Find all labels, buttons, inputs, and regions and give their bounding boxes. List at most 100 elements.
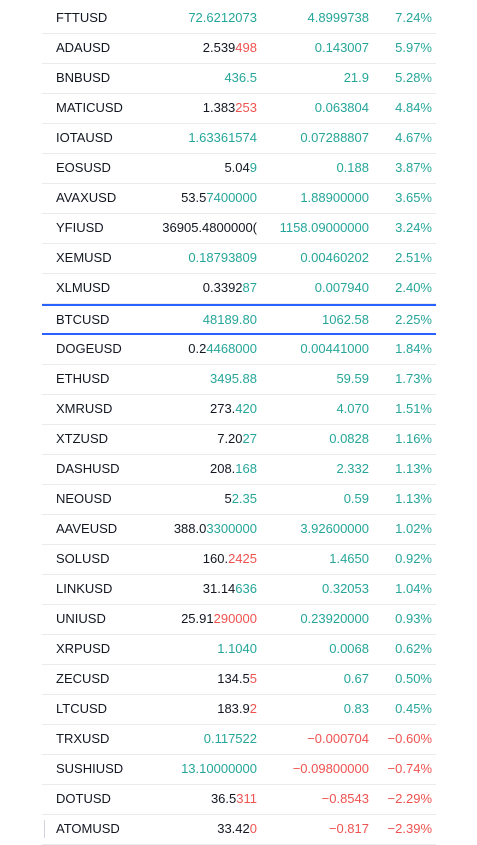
watchlist-row-xlmusd[interactable]: XLMUSD 0.339287 0.007940 2.40%	[42, 274, 436, 304]
last-price-changed-digits: 48189.80	[202, 312, 257, 327]
watchlist-row-dotusd[interactable]: DOTUSD 36.5311 −0.8543 −2.29%	[42, 785, 436, 815]
symbol-label: YFIUSD	[56, 220, 104, 235]
last-price-changed-digits: 5	[249, 671, 257, 686]
change-percent: 4.67%	[395, 130, 432, 145]
symbol-label: TRXUSD	[56, 731, 110, 746]
watchlist-row-uniusd[interactable]: UNIUSD 25.91290000 0.23920000 0.93%	[42, 605, 436, 635]
change-value: 0.007940	[314, 280, 369, 295]
watchlist-row-dogeusd[interactable]: DOGEUSD 0.24468000 0.00441000 1.84%	[42, 335, 436, 365]
last-price-stable-digits: 273.	[209, 401, 236, 416]
watchlist: FTTUSD 72.6212073 4.8999738 7.24% ADAUSD 2.53…	[42, 4, 436, 845]
last-price-stable-digits: 183.9	[217, 701, 250, 716]
last-price-changed-digits: 4468000	[206, 341, 257, 356]
last-price-changed-digits: 311	[236, 791, 257, 806]
watchlist-row-btcusd[interactable]: BTCUSD 48189.80 1062.58 2.25%	[42, 304, 436, 335]
watchlist-row-xemusd[interactable]: XEMUSD 0.18793809 0.00460202 2.51%	[42, 244, 436, 274]
watchlist-row-aaveusd[interactable]: AAVEUSD 388.03300000 3.92600000 1.02%	[42, 515, 436, 545]
symbol-label: FTTUSD	[56, 10, 108, 25]
change-value: 0.188	[336, 160, 369, 175]
last-price-changed-digits: 2.35	[231, 491, 257, 506]
last-price: 52.35	[107, 485, 257, 513]
last-price-changed-digits: 0.117522	[203, 731, 257, 746]
resize-handle[interactable]	[44, 820, 45, 838]
change-percent: 3.65%	[395, 190, 432, 205]
change-value: 0.143007	[314, 40, 369, 55]
last-price-stable-digits: 1.383	[202, 100, 236, 115]
last-price-stable-digits: 208.	[209, 461, 236, 476]
symbol-label: DOTUSD	[56, 791, 111, 806]
watchlist-row-solusd[interactable]: SOLUSD 160.2425 1.4650 0.92%	[42, 545, 436, 575]
watchlist-row-sushiusd[interactable]: SUSHIUSD 13.10000000 −0.09800000 −0.74%	[42, 755, 436, 785]
last-price-stable-digits: 5	[224, 491, 232, 506]
last-price-changed-digits: 636	[235, 581, 257, 596]
watchlist-row-xmrusd[interactable]: XMRUSD 273.420 4.070 1.51%	[42, 395, 436, 425]
watchlist-row-trxusd[interactable]: TRXUSD 0.117522 −0.000704 −0.60%	[42, 725, 436, 755]
symbol-label: DASHUSD	[56, 461, 120, 476]
last-price: 25.91290000	[107, 605, 257, 633]
watchlist-row-fttusd[interactable]: FTTUSD 72.6212073 4.8999738 7.24%	[42, 4, 436, 34]
watchlist-row-zecusd[interactable]: ZECUSD 134.55 0.67 0.50%	[42, 665, 436, 695]
symbol-label: LTCUSD	[56, 701, 108, 716]
symbol-label: XRPUSD	[56, 641, 111, 656]
symbol-label: IOTAUSD	[56, 130, 113, 145]
change-percent: 0.62%	[395, 641, 432, 656]
watchlist-row-neousd[interactable]: NEOUSD 52.35 0.59 1.13%	[42, 485, 436, 515]
change-value: 4.070	[336, 401, 369, 416]
watchlist-row-yfiusd[interactable]: YFIUSD 36905.4800000(1158.09000000 3.24%	[42, 214, 436, 244]
change-percent: 2.25%	[395, 312, 432, 327]
watchlist-row-adausd[interactable]: ADAUSD 2.539498 0.143007 5.97%	[42, 34, 436, 64]
change-percent: 3.24%	[395, 220, 432, 235]
last-price: 134.55	[107, 665, 257, 693]
change-value: 1.4650	[329, 551, 369, 566]
symbol-label: ATOMUSD	[56, 821, 120, 836]
last-price-changed-digits: 72.6212073	[188, 10, 257, 25]
last-price-changed-digits: 0	[249, 821, 257, 836]
last-price: 7.2027	[107, 425, 257, 453]
symbol-label: BTCUSD	[56, 312, 110, 327]
watchlist-row-maticusd[interactable]: MATICUSD 1.383253 0.063804 4.84%	[42, 94, 436, 124]
last-price-changed-digits: 2425	[228, 551, 257, 566]
change-percent: −0.60%	[387, 731, 432, 746]
change-value: −0.8543	[321, 791, 369, 806]
last-price-stable-digits: 388.0	[173, 521, 207, 536]
change-value: 3.92600000	[300, 521, 369, 536]
last-price: 31.14636	[107, 575, 257, 603]
last-price-stable-digits: 160.	[202, 551, 229, 566]
watchlist-row-ltcusd[interactable]: LTCUSD 183.92 0.83 0.45%	[42, 695, 436, 725]
watchlist-row-dashusd[interactable]: DASHUSD 208.168 2.332 1.13%	[42, 455, 436, 485]
change-percent: 7.24%	[395, 10, 432, 25]
last-price-changed-digits: 290000	[213, 611, 257, 626]
last-price-stable-digits: 0.2	[188, 341, 207, 356]
last-price-stable-digits: 2.539	[202, 40, 236, 55]
change-value: −0.817	[328, 821, 369, 836]
change-value: 2.332	[336, 461, 369, 476]
watchlist-row-bnbusd[interactable]: BNBUSD 436.5 21.9 5.28%	[42, 64, 436, 94]
change-percent: 0.93%	[395, 611, 432, 626]
last-price-changed-digits: 13.10000000	[181, 761, 257, 776]
last-price: 0.24468000	[107, 335, 257, 363]
symbol-label: MATICUSD	[56, 100, 123, 115]
last-price-stable-digits: 53.5	[181, 190, 207, 205]
last-price-changed-digits: 0.18793809	[188, 250, 257, 265]
watchlist-row-avaxusd[interactable]: AVAXUSD 53.57400000 1.88900000 3.65%	[42, 184, 436, 214]
watchlist-row-ethusd[interactable]: ETHUSD 3495.88 59.59 1.73%	[42, 365, 436, 395]
last-price: 36905.4800000(	[107, 214, 257, 242]
watchlist-row-xrpusd[interactable]: XRPUSD 1.1040 0.0068 0.62%	[42, 635, 436, 665]
symbol-label: UNIUSD	[56, 611, 106, 626]
last-price: 160.2425	[107, 545, 257, 573]
last-price-stable-digits: 5.04	[224, 160, 250, 175]
change-value: 0.00441000	[300, 341, 369, 356]
change-percent: 3.87%	[395, 160, 432, 175]
last-price: 436.5	[107, 64, 257, 92]
change-percent: −0.74%	[387, 761, 432, 776]
change-percent: −2.29%	[387, 791, 432, 806]
watchlist-row-xtzusd[interactable]: XTZUSD 7.2027 0.0828 1.16%	[42, 425, 436, 455]
last-price-changed-digits: 436.5	[224, 70, 257, 85]
change-value: 59.59	[336, 371, 369, 386]
watchlist-row-eosusd[interactable]: EOSUSD 5.049 0.188 3.87%	[42, 154, 436, 184]
watchlist-row-linkusd[interactable]: LINKUSD 31.14636 0.32053 1.04%	[42, 575, 436, 605]
watchlist-row-iotausd[interactable]: IOTAUSD 1.63361574 0.07288807 4.67%	[42, 124, 436, 154]
last-price: 53.57400000	[107, 184, 257, 212]
last-price-changed-digits: 1.1040	[217, 641, 257, 656]
last-price: 36.5311	[107, 785, 257, 813]
